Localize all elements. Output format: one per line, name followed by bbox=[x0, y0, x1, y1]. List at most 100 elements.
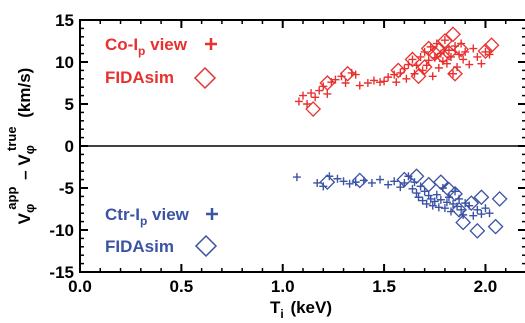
legend-ctr-ip-view: Ctr-Ip view bbox=[105, 205, 218, 228]
plus-point bbox=[311, 93, 320, 102]
x-tick-label: 0.0 bbox=[68, 277, 92, 296]
y-tick-label: -5 bbox=[59, 179, 74, 198]
plus-point bbox=[469, 44, 478, 53]
plus-point bbox=[396, 183, 405, 192]
x-tick-label: 1.5 bbox=[372, 277, 396, 296]
plus-point bbox=[473, 205, 482, 214]
diamond-point bbox=[463, 195, 480, 212]
plus-point bbox=[453, 202, 462, 211]
plus-point bbox=[294, 97, 303, 106]
x-tick-label: 0.5 bbox=[170, 277, 194, 296]
plus-point bbox=[376, 78, 385, 87]
y-axis-ticks: 15 10 5 0 -5 -10 -15 bbox=[49, 11, 525, 282]
diamond-point bbox=[416, 59, 433, 75]
diamond-point bbox=[477, 43, 494, 59]
plus-point bbox=[430, 197, 439, 206]
plus-point bbox=[390, 70, 399, 79]
plus-point bbox=[442, 59, 451, 68]
series-co-ip-view bbox=[294, 36, 494, 108]
diamond-point bbox=[420, 176, 437, 193]
diamond-point bbox=[390, 62, 407, 79]
plus-point bbox=[380, 77, 389, 86]
plus-point bbox=[363, 79, 372, 87]
svg-text:Ti (keV): Ti (keV) bbox=[270, 298, 332, 321]
plus-point bbox=[384, 180, 393, 189]
diamond-point bbox=[408, 168, 425, 185]
plus-point bbox=[477, 210, 486, 219]
plot-area: 0.0 0.5 1.0 1.5 2.0 15 10 5 0 -5 -10 -15 bbox=[49, 11, 525, 296]
plus-point bbox=[331, 75, 340, 84]
plus-point bbox=[341, 79, 350, 87]
y-label-minus: – V bbox=[15, 154, 34, 185]
y-tick-label: 10 bbox=[55, 53, 74, 72]
plus-point bbox=[473, 52, 482, 61]
legend-ctr-ip-label-sub: p bbox=[140, 214, 147, 228]
diamond-point bbox=[434, 48, 451, 65]
plus-point bbox=[408, 184, 417, 193]
x-label-unit: (keV) bbox=[286, 298, 332, 317]
svg-text:Vφapp – Vφtrue (km/s): Vφapp – Vφtrue (km/s) bbox=[4, 68, 37, 225]
plus-point bbox=[390, 177, 399, 186]
plus-point bbox=[367, 178, 376, 187]
plus-point bbox=[481, 204, 490, 213]
plus-point bbox=[434, 203, 443, 212]
series-layer bbox=[292, 26, 508, 239]
diamond-point bbox=[487, 218, 504, 235]
diamond-point bbox=[469, 222, 486, 239]
y-label-phi2-sub: φ bbox=[22, 145, 37, 154]
diamond-point bbox=[420, 40, 437, 57]
legend-co-diamond-marker bbox=[193, 66, 217, 90]
diamond-point bbox=[473, 189, 490, 206]
plus-point bbox=[369, 76, 378, 85]
diamond-point bbox=[305, 101, 322, 117]
plus-point bbox=[345, 179, 354, 188]
plus-point bbox=[485, 209, 494, 218]
legend-ctr-ip-plus-marker bbox=[206, 208, 218, 220]
y-label-v1: V bbox=[15, 212, 34, 224]
plus-point bbox=[477, 59, 486, 68]
plus-point bbox=[313, 178, 322, 187]
plus-point bbox=[465, 60, 474, 69]
series-fidasim-co bbox=[305, 26, 500, 117]
plus-point bbox=[402, 74, 411, 83]
plus-point bbox=[384, 73, 393, 82]
y-tick-label: -15 bbox=[49, 263, 74, 282]
diamond-point bbox=[426, 45, 443, 62]
svg-text:Ctr-Ip view: Ctr-Ip view bbox=[105, 205, 190, 228]
diamond-point bbox=[451, 201, 468, 218]
legend-ctr-ip-label-main: Ctr-I bbox=[105, 205, 140, 224]
plus-point bbox=[416, 52, 425, 61]
plus-point bbox=[376, 175, 385, 184]
y-axis-label: Vφapp – Vφtrue (km/s) bbox=[4, 68, 37, 225]
y-tick-label: 15 bbox=[55, 11, 74, 30]
legend: Co-Ip view FIDAsim Ctr-Ip view FIDAsim bbox=[105, 35, 218, 258]
x-axis-label: Ti (keV) bbox=[270, 298, 332, 321]
legend-co-fidasim: FIDAsim bbox=[105, 66, 217, 90]
plus-point bbox=[292, 173, 301, 182]
plus-point bbox=[323, 89, 332, 98]
plus-point bbox=[426, 194, 435, 203]
plus-point bbox=[428, 72, 437, 81]
plus-point bbox=[319, 182, 328, 191]
legend-ctr-fidasim-label: FIDAsim bbox=[105, 237, 174, 256]
diamond-point bbox=[447, 185, 463, 202]
plus-point bbox=[440, 36, 449, 45]
plus-point bbox=[392, 78, 401, 87]
y-tick-label: 5 bbox=[65, 95, 74, 114]
plus-point bbox=[307, 89, 316, 98]
diamond-point bbox=[404, 51, 421, 68]
legend-co-ip-label-sub: p bbox=[138, 44, 145, 58]
diamond-point bbox=[410, 68, 427, 85]
diamond-point bbox=[432, 174, 449, 191]
plus-point bbox=[303, 100, 312, 108]
plus-point bbox=[400, 178, 409, 187]
diamond-point bbox=[319, 75, 336, 91]
diamond-point bbox=[396, 171, 413, 188]
diamond-point bbox=[447, 65, 463, 82]
plus-point bbox=[459, 55, 468, 64]
legend-co-ip-view: Co-Ip view bbox=[105, 35, 217, 58]
plus-point bbox=[440, 204, 449, 213]
diamond-point bbox=[453, 41, 470, 58]
y-label-phi1-sub: φ bbox=[22, 204, 37, 213]
